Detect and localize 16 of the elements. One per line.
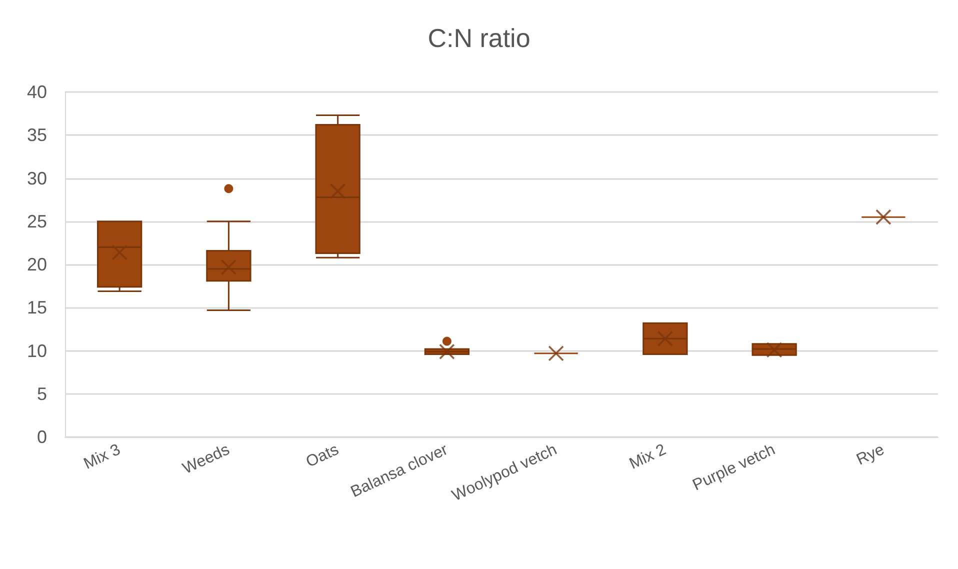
x-tick-label: Purple vetch [690, 441, 778, 494]
x-tick-label: Mix 3 [81, 441, 124, 473]
y-tick-label: 30 [26, 168, 47, 188]
y-tick-label: 20 [26, 254, 47, 274]
x-tick-label: Rye [854, 441, 888, 469]
chart-title: C:N ratio [428, 23, 530, 53]
x-tick-label: Oats [304, 441, 342, 471]
y-tick-label: 0 [36, 427, 47, 447]
y-tick-label: 25 [26, 211, 47, 232]
y-tick-label: 15 [26, 298, 47, 318]
y-tick-label: 40 [26, 82, 47, 102]
x-tick-label: Mix 2 [626, 441, 669, 473]
y-tick-label: 5 [36, 384, 47, 404]
y-tick-label: 10 [26, 340, 47, 361]
y-tick-label: 35 [26, 125, 47, 146]
x-tick-label: Weeds [180, 441, 232, 478]
